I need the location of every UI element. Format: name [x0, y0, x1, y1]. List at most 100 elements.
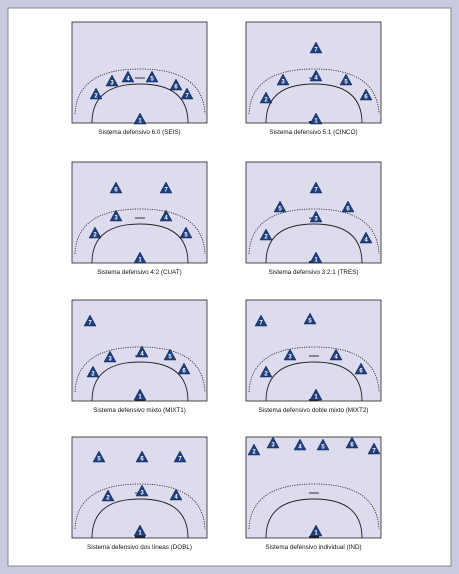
player-marker: [309, 41, 323, 54]
player-marker: [109, 209, 123, 222]
goal: [135, 536, 145, 538]
player-marker: [173, 450, 187, 463]
player-marker: [101, 489, 115, 502]
player-number: 3: [108, 357, 112, 363]
player-number: 4: [314, 76, 318, 82]
player-number: 3: [314, 217, 318, 223]
panel: 5 6 7 2 3 4 1 Sistema defensivo dos líneas (DOB…: [71, 436, 208, 551]
player-marker: [86, 365, 100, 378]
player-marker: [345, 436, 359, 449]
player-number: 6: [359, 369, 363, 375]
player-marker: [354, 362, 368, 375]
six-meter-line: [265, 83, 363, 124]
player-number: 7: [314, 48, 318, 54]
panel-caption: Sistema defensivo dos líneas (DOBL): [87, 544, 192, 551]
six-meter-line: [91, 498, 189, 539]
player-marker: [89, 87, 103, 100]
player-marker: [273, 200, 287, 213]
player-marker: [316, 438, 330, 451]
goal: [309, 536, 319, 538]
player-marker: [163, 348, 177, 361]
player-number: 7: [372, 449, 376, 455]
player-number: 6: [350, 443, 354, 449]
panel-caption: Sistema defensivo mixto (MIXT1): [93, 407, 186, 414]
six-meter-line: [265, 498, 363, 539]
player-marker: [159, 181, 173, 194]
player-number: 7: [178, 457, 182, 463]
player-number: 1: [314, 119, 318, 125]
player-marker: [133, 524, 147, 537]
player-number: 1: [138, 531, 142, 537]
panel: 2 3 4 5 6 7 1 Sistema defensivo 6:0 (SEIS): [71, 21, 208, 136]
player-number: 2: [91, 372, 95, 378]
player-marker: [359, 231, 373, 244]
panel-caption: Sistema defensivo individual (IND): [265, 544, 361, 551]
player-marker: [259, 91, 273, 104]
player-marker: [109, 181, 123, 194]
player-number: 3: [114, 216, 118, 222]
six-meter-line: [91, 361, 189, 402]
player-number: 7: [185, 94, 189, 100]
court: [71, 436, 208, 539]
player-number: 7: [164, 188, 168, 194]
panel-caption: Sistema defensivo 6:0 (SEIS): [98, 129, 180, 136]
player-marker: [177, 362, 191, 375]
nine-meter-line: [248, 208, 380, 255]
player-number: 5: [344, 80, 348, 86]
player-marker: [179, 226, 193, 239]
six-meter-line: [265, 223, 363, 264]
player-number: 3: [140, 491, 144, 497]
player-marker: [309, 112, 323, 125]
player-number: 5: [184, 233, 188, 239]
panel: 7 5 6 3 2 4 1 Sistema defensivo 3:2:1 (TRES): [245, 161, 382, 276]
player-marker: [105, 74, 119, 87]
player-marker: [309, 251, 323, 264]
nine-meter-line: [74, 483, 206, 530]
panel-caption: Sistema defensivo 3:2:1 (TRES): [269, 269, 359, 276]
player-marker: [135, 345, 149, 358]
player-number: 2: [264, 235, 268, 241]
player-marker: [339, 73, 353, 86]
six-meter-line: [91, 223, 189, 264]
player-number: 5: [97, 457, 101, 463]
player-marker: [309, 69, 323, 82]
player-number: 4: [140, 352, 144, 358]
player-number: 6: [140, 457, 144, 463]
player-marker: [254, 314, 268, 327]
player-number: 4: [164, 216, 168, 222]
panel: 7 5 3 4 2 6 1 Sistema defensivo doble mixto (MI…: [245, 299, 382, 414]
player-marker: [133, 112, 147, 125]
nine-meter-line: [248, 68, 380, 115]
player-marker: [121, 70, 135, 83]
player-marker: [259, 365, 273, 378]
player-number: 6: [174, 85, 178, 91]
player-number: 7: [314, 188, 318, 194]
player-marker: [133, 251, 147, 264]
player-marker: [276, 73, 290, 86]
player-number: 2: [252, 450, 256, 456]
player-marker: [359, 88, 373, 101]
player-number: 7: [259, 321, 263, 327]
player-number: 2: [93, 233, 97, 239]
player-marker: [303, 312, 317, 325]
player-marker: [259, 228, 273, 241]
six-meter-line: [265, 361, 363, 402]
player-number: 2: [264, 372, 268, 378]
player-marker: [133, 388, 147, 401]
player-number: 1: [314, 258, 318, 264]
player-marker: [83, 314, 97, 327]
player-marker: [247, 443, 261, 456]
player-number: 2: [94, 94, 98, 100]
player-marker: [159, 209, 173, 222]
player-marker: [103, 350, 117, 363]
player-marker: [266, 436, 280, 449]
nine-meter-line: [248, 346, 380, 393]
player-number: 7: [88, 321, 92, 327]
player-marker: [169, 78, 183, 91]
player-number: 3: [288, 355, 292, 361]
player-marker: [135, 484, 149, 497]
player-number: 5: [168, 355, 172, 361]
court: [71, 161, 208, 264]
player-number: 1: [314, 395, 318, 401]
